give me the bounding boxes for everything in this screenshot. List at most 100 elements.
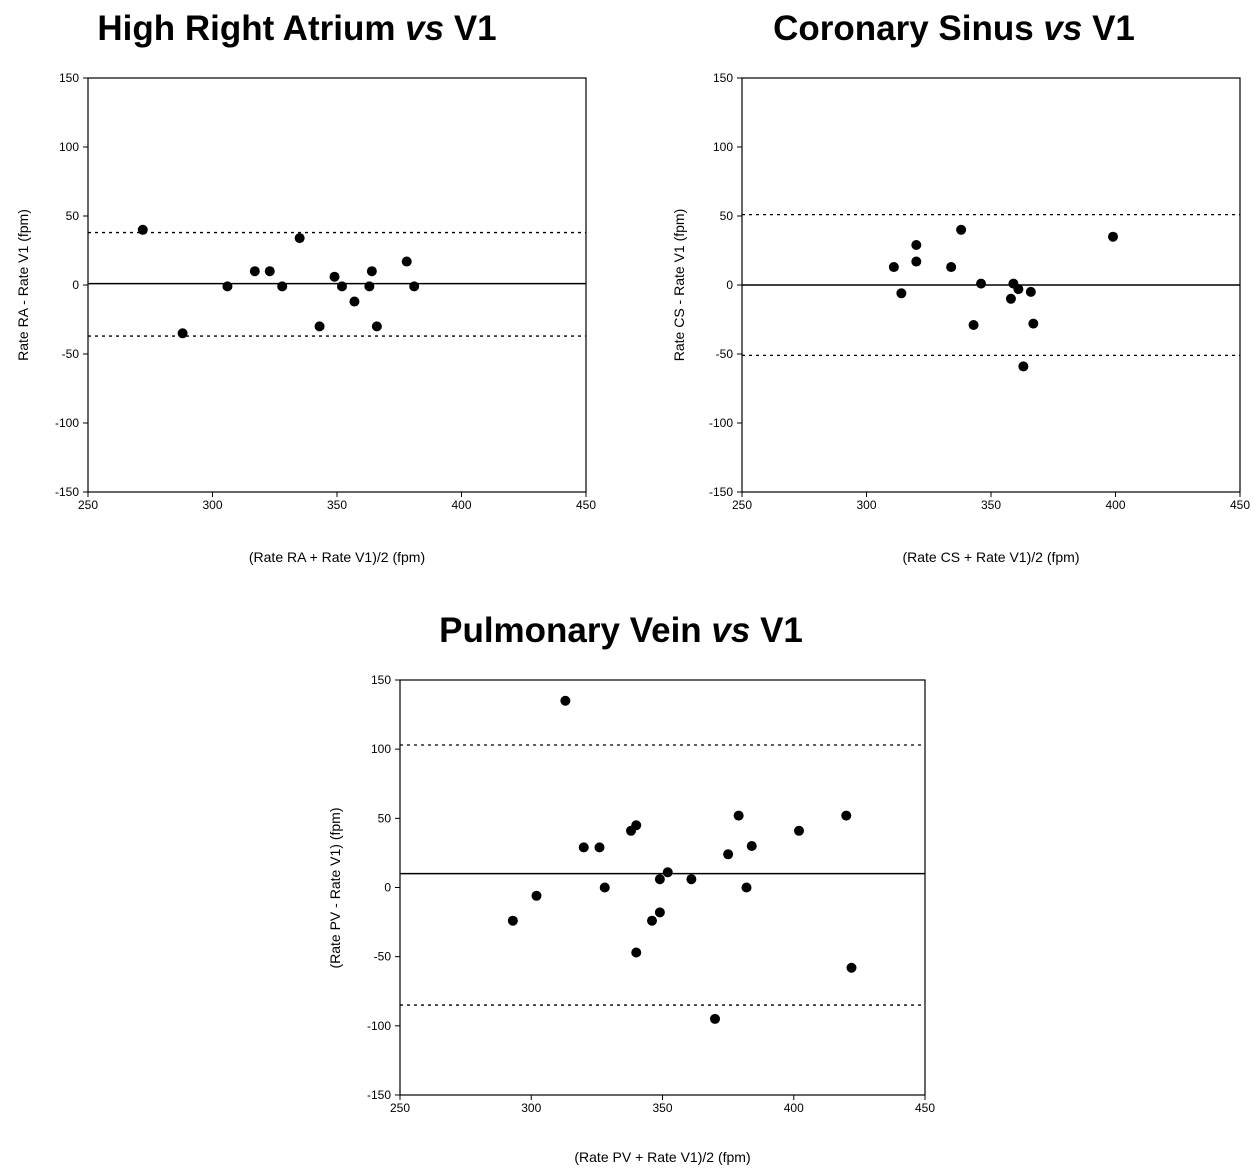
data-point <box>366 266 377 277</box>
data-point <box>507 915 518 926</box>
data-point <box>314 321 325 332</box>
data-point <box>1013 284 1024 295</box>
chart-title-main: Coronary Sinus <box>773 9 1043 48</box>
y-tick-label: -150 <box>709 485 733 499</box>
x-tick-label: 350 <box>327 498 347 512</box>
y-tick-label: -150 <box>55 485 79 499</box>
y-tick-label: 150 <box>59 71 79 85</box>
data-point <box>578 842 589 853</box>
x-tick-label: 300 <box>202 498 222 512</box>
data-point <box>336 281 347 292</box>
x-tick-label: 250 <box>732 498 752 512</box>
data-point <box>956 224 967 235</box>
data-point <box>409 281 420 292</box>
chart-title-vs: vs <box>711 611 750 650</box>
data-point <box>1018 361 1029 372</box>
data-point <box>594 842 605 853</box>
data-point <box>137 224 148 235</box>
y-tick-label: -50 <box>374 950 392 964</box>
x-tick-label: 450 <box>915 1101 935 1115</box>
data-point <box>371 321 382 332</box>
chart-title: High Right Atrium vs V1 <box>97 9 496 48</box>
chart-title-suffix: V1 <box>750 611 803 650</box>
data-point <box>364 281 375 292</box>
data-point <box>531 890 542 901</box>
y-tick-label: 100 <box>59 140 79 154</box>
data-point <box>654 907 665 918</box>
chart-title: Coronary Sinus vs V1 <box>773 9 1135 48</box>
data-point <box>294 233 305 244</box>
data-point <box>560 695 571 706</box>
chart-2: Coronary Sinus vs V1 150 100 50 0 -50 -100 -150… <box>671 9 1250 565</box>
data-point <box>896 288 907 299</box>
data-point <box>741 882 752 893</box>
x-tick-label: 250 <box>78 498 98 512</box>
y-tick-label: 150 <box>371 673 391 687</box>
data-point <box>277 281 288 292</box>
y-tick-label: 0 <box>726 278 733 292</box>
plot-frame <box>399 679 926 1096</box>
data-point <box>631 947 642 958</box>
y-axis-label: Rate CS - Rate V1 (fpm) <box>671 209 687 362</box>
data-point <box>946 262 957 273</box>
data-point <box>599 882 610 893</box>
data-point <box>723 849 734 860</box>
data-point <box>846 962 857 973</box>
x-tick-label: 300 <box>856 498 876 512</box>
data-point <box>654 874 665 885</box>
chart-title-main: Pulmonary Vein <box>439 611 711 650</box>
y-tick-label: 50 <box>720 209 734 223</box>
y-tick-label: 50 <box>66 209 80 223</box>
data-point <box>401 256 412 267</box>
data-point <box>888 262 899 273</box>
data-point <box>264 266 275 277</box>
data-point <box>249 266 260 277</box>
x-tick-label: 300 <box>521 1101 541 1115</box>
chart-1: High Right Atrium vs V1 150 100 50 0 -50 -100 -… <box>15 9 596 565</box>
x-tick-label: 400 <box>451 498 471 512</box>
x-tick-label: 350 <box>652 1101 672 1115</box>
y-tick-label: -100 <box>709 416 733 430</box>
data-point <box>968 320 979 331</box>
data-point <box>746 841 757 851</box>
y-axis-label: Rate RA - Rate V1 (fpm) <box>15 209 31 361</box>
y-tick-label: -50 <box>716 347 734 361</box>
data-point <box>794 825 804 836</box>
y-tick-label: 150 <box>713 71 733 85</box>
x-tick-label: 450 <box>1230 498 1250 512</box>
data-point <box>631 820 642 831</box>
x-tick-label: 400 <box>1105 498 1125 512</box>
data-point <box>976 278 987 289</box>
chart-title-vs: vs <box>405 9 444 48</box>
chart-title: Pulmonary Vein vs V1 <box>439 611 803 650</box>
y-tick-label: 50 <box>378 811 392 825</box>
x-axis-label: (Rate CS + Rate V1)/2 (fpm) <box>902 549 1079 565</box>
x-axis-label: (Rate PV + Rate V1)/2 (fpm) <box>574 1149 750 1165</box>
x-tick-label: 400 <box>784 1101 804 1115</box>
data-point <box>1108 231 1119 242</box>
x-tick-label: 450 <box>576 498 596 512</box>
chart-3: Pulmonary Vein vs V1 150 100 50 0 -50 -100 -150… <box>327 611 935 1165</box>
chart-title-main: High Right Atrium <box>97 9 405 48</box>
data-point <box>686 874 697 885</box>
data-point <box>733 810 744 821</box>
data-point <box>911 256 922 267</box>
y-axis-label: (Rate PV - Rate V1) (fpm) <box>327 807 343 968</box>
chart-title-suffix: V1 <box>1082 9 1135 48</box>
y-tick-label: -100 <box>367 1019 391 1033</box>
data-point <box>710 1013 720 1024</box>
data-point <box>647 915 657 926</box>
x-tick-label: 250 <box>390 1101 410 1115</box>
data-point <box>841 810 852 821</box>
data-point <box>177 328 188 339</box>
y-tick-label: 0 <box>384 881 391 895</box>
data-point <box>349 296 360 307</box>
data-point <box>1005 293 1016 304</box>
data-point <box>329 271 340 282</box>
y-tick-label: -100 <box>55 416 79 430</box>
y-tick-label: 100 <box>371 742 391 756</box>
chart-title-vs: vs <box>1043 9 1082 48</box>
data-point <box>1025 286 1036 297</box>
data-point <box>662 867 673 878</box>
